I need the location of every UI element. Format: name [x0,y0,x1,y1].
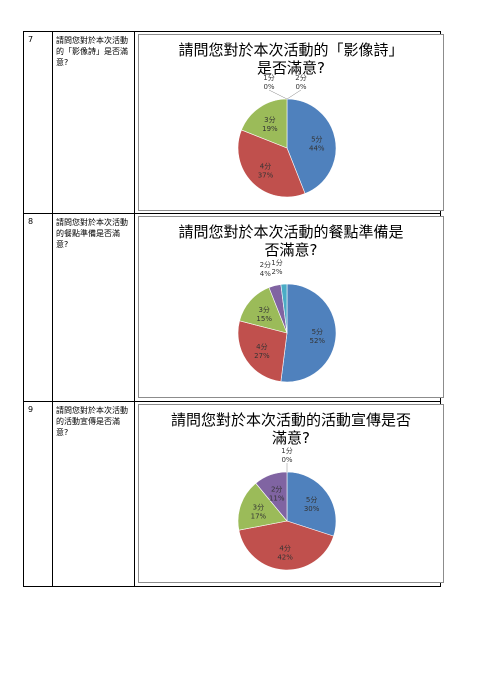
pie-slice [237,482,288,531]
table-row: 7 請問您對於本次活動的「影像詩」是否滿意? 請問您對於本次活動的「影像詩」 是… [23,31,444,214]
row-number: 9 [23,401,53,587]
slice-percent-label: 11% [269,494,285,502]
slice-category-label: 1分 [281,446,292,455]
leader-line [268,89,288,100]
table-row: 8 請問您對於本次活動的餐點準備是否滿意? 請問您對於本次活動的餐點準備是 否滿… [23,213,444,402]
slice-percent-label: 0% [281,456,292,464]
chart-cell: 請問您對於本次活動的活動宣傳是否 滿意? 5分 30% 4分 42% 3分 17% 2分 11… [134,401,444,587]
slice-percent-label: 17% [251,513,267,521]
slice-category-label: 3分 [253,503,264,512]
chart-title-line2: 是否滿意? [257,59,325,77]
pie-slice [255,471,288,522]
slice-category-label: 4分 [256,342,267,351]
chart-cell: 請問您對於本次活動的餐點準備是 否滿意? 5分 52% 4分 27% 3分 15% 2分 4%… [134,213,444,402]
pie-chart-9: 請問您對於本次活動的活動宣傳是否 滿意? 5分 30% 4分 42% 3分 17% 2分 11… [138,404,444,583]
slice-category-label: 2分 [260,260,271,269]
chart-title-line1: 請問您對於本次活動的活動宣傳是否 [170,411,411,429]
pie-slice [286,471,337,537]
row-number: 8 [23,213,53,402]
pie-chart-8: 請問您對於本次活動的餐點準備是 否滿意? 5分 52% 4分 27% 3分 15% 2分 4%… [138,216,444,398]
slice-category-label: 2分 [271,484,282,493]
slice-percent-label: 52% [310,337,326,345]
leader-line [286,89,302,100]
chart-title-line2: 滿意? [272,429,310,447]
slice-category-label: 1分 [263,73,274,82]
slice-percent-label: 0% [295,83,306,91]
pie-slice [237,129,306,198]
slice-percent-label: 4% [260,270,271,278]
pie-chart-7: 請問您對於本次活動的「影像詩」 是否滿意? 5分 44% 4分 37% 3分 19% 2分 0… [138,34,444,211]
slice-category-label: 5分 [312,327,323,336]
slice-category-label: 5分 [306,495,317,504]
pie-slice [280,283,288,334]
chart-cell: 請問您對於本次活動的「影像詩」 是否滿意? 5分 44% 4分 37% 3分 19% 2分 0… [134,31,444,214]
pie-slice [241,98,288,149]
slice-category-label: 4分 [279,543,290,552]
chart-title-line1: 請問您對於本次活動的「影像詩」 [178,41,404,59]
table-row: 9 請問您對於本次活動的活動宣傳是否滿意? 請問您對於本次活動的活動宣傳是否 滿… [23,401,444,587]
pie-slice [238,520,334,571]
slice-category-label: 1分 [271,258,282,267]
slice-category-label: 3分 [258,305,269,314]
slice-category-label: 3分 [264,115,275,124]
slice-category-label: 5分 [311,134,322,143]
slice-percent-label: 15% [256,315,272,323]
slice-percent-label: 2% [271,268,282,276]
chart-title-line2: 否滿意? [264,241,318,259]
slice-percent-label: 44% [309,144,325,152]
slice-category-label: 4分 [260,162,271,171]
slice-percent-label: 27% [254,352,270,360]
pie-slice [286,98,337,194]
slice-percent-label: 0% [263,83,274,91]
chart-title: 請問您對於本次活動的餐點準備是 否滿意? [139,223,443,259]
slice-percent-label: 42% [277,553,293,561]
chart-title-line1: 請問您對於本次活動的餐點準備是 [178,223,404,241]
slice-percent-label: 37% [258,172,274,180]
question-text: 請問您對於本次活動的「影像詩」是否滿意? [52,31,135,214]
question-text: 請問您對於本次活動的餐點準備是否滿意? [52,213,135,402]
survey-table: 7 請問您對於本次活動的「影像詩」是否滿意? 請問您對於本次活動的「影像詩」 是… [23,31,444,587]
chart-title: 請問您對於本次活動的「影像詩」 是否滿意? [139,41,443,77]
slice-percent-label: 19% [262,125,278,133]
slice-percent-label: 30% [304,505,320,513]
question-text: 請問您對於本次活動的活動宣傳是否滿意? [52,401,135,587]
row-number: 7 [23,31,53,214]
chart-title: 請問您對於本次活動的活動宣傳是否 滿意? [139,411,443,447]
pie-slice [237,320,288,382]
pie-slice [280,283,337,383]
slice-category-label: 2分 [295,73,306,82]
